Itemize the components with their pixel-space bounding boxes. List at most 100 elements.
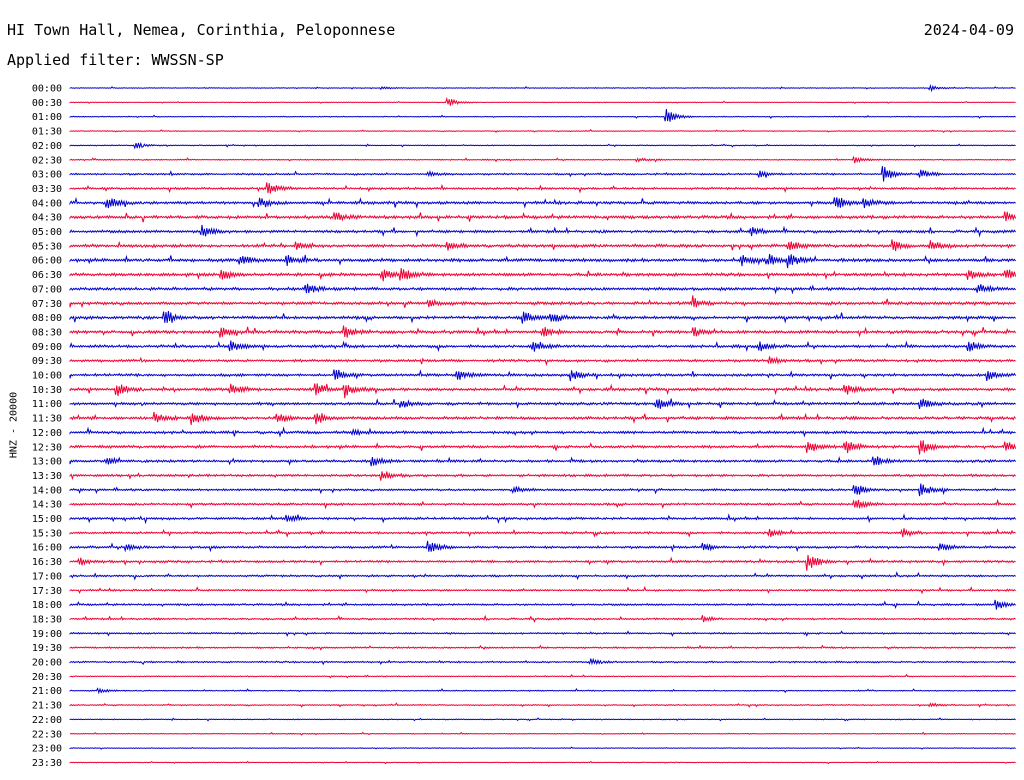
trace-0400 [69,196,1016,209]
time-label: 22:30 [32,729,62,740]
time-label: 01:30 [32,127,62,138]
trace-1230 [69,440,1017,455]
trace-0200 [69,141,1016,150]
trace-0630 [69,267,1017,282]
trace-0130 [69,129,1016,133]
trace-0300 [69,166,1016,182]
trace-1330 [69,471,1016,481]
time-label: 11:30 [32,414,62,425]
time-label: 00:00 [32,84,62,95]
trace-0830 [69,325,1017,338]
trace-0530 [69,239,1016,252]
time-label: 01:00 [32,112,62,123]
time-label: 05:30 [32,241,62,252]
time-label: 11:00 [32,399,62,410]
time-label: 03:00 [32,170,62,181]
time-label: 07:30 [32,299,62,310]
time-labels: 00:00 00:30 01:00 01:30 02:00 02:30 03:00 03:30… [32,84,62,769]
seismic-traces [69,83,1017,765]
trace-0900 [69,340,1016,353]
trace-1030 [69,383,1016,399]
time-label: 19:00 [32,629,62,640]
trace-1300 [69,456,1016,467]
time-label: 15:00 [32,514,62,525]
filter-label: Applied filter: WWSSN-SP [7,51,224,69]
time-label: 16:00 [32,543,62,554]
trace-0330 [69,182,1016,194]
time-label: 08:30 [32,327,62,338]
time-label: 21:30 [32,701,62,712]
time-label: 22:00 [32,715,62,726]
time-label: 19:30 [32,643,62,654]
trace-0600 [69,253,1016,269]
trace-1500 [69,513,1017,525]
trace-0000 [69,83,1016,93]
trace-2200 [69,717,1016,722]
trace-1530 [69,528,1016,538]
time-label: 18:30 [32,614,62,625]
time-label: 17:30 [32,586,62,597]
time-label: 07:00 [32,284,62,295]
time-label: 15:30 [32,528,62,539]
time-label: 02:30 [32,155,62,166]
trace-2000 [69,657,1016,666]
time-label: 13:00 [32,457,62,468]
trace-2130 [69,702,1016,708]
time-label: 02:00 [32,141,62,152]
time-label: 17:00 [32,571,62,582]
time-label: 12:30 [32,442,62,453]
trace-2300 [69,746,1016,750]
page-title: HI Town Hall, Nemea, Corinthia, Peloponn… [7,21,396,39]
time-label: 04:30 [32,213,62,224]
trace-1430 [69,498,1016,510]
trace-2230 [69,731,1016,736]
time-label: 20:30 [32,672,62,683]
time-label: 00:30 [32,98,62,109]
trace-1900 [69,630,1016,637]
time-label: 21:00 [32,686,62,697]
trace-0800 [69,311,1016,324]
time-label: 14:30 [32,500,62,511]
trace-1930 [69,644,1016,651]
trace-1000 [69,369,1017,382]
trace-1800 [69,599,1016,610]
trace-1200 [69,426,1016,438]
trace-0700 [69,283,1016,295]
trace-1130 [69,411,1016,425]
trace-1600 [69,540,1016,553]
time-label: 14:00 [32,485,62,496]
trace-0730 [69,295,1016,309]
trace-0230 [69,155,1016,164]
time-label: 10:30 [32,385,62,396]
time-label: 06:00 [32,256,62,267]
trace-1100 [69,398,1016,410]
trace-1700 [69,571,1016,581]
time-label: 16:30 [32,557,62,568]
time-label: 13:30 [32,471,62,482]
time-label: 12:00 [32,428,62,439]
time-label: 08:00 [32,313,62,324]
time-label: 09:30 [32,356,62,367]
trace-2330 [69,760,1016,765]
trace-1630 [69,554,1016,571]
time-label: 20:00 [32,658,62,669]
trace-0100 [69,108,1016,122]
time-label: 23:00 [32,744,62,755]
trace-0030 [69,96,1016,106]
date-label: 2024-04-09 [923,21,1014,39]
trace-0430 [69,211,1017,223]
time-label: 18:00 [32,600,62,611]
time-label: 03:30 [32,184,62,195]
trace-2030 [69,673,1016,679]
trace-0930 [69,356,1016,366]
trace-1830 [69,614,1016,623]
trace-2100 [69,687,1016,695]
trace-0500 [69,224,1017,238]
time-label: 05:00 [32,227,62,238]
time-label: 06:30 [32,270,62,281]
time-label: 23:30 [32,758,62,769]
time-label: 09:00 [32,342,62,353]
trace-1730 [69,585,1016,595]
time-label: 04:00 [32,198,62,209]
